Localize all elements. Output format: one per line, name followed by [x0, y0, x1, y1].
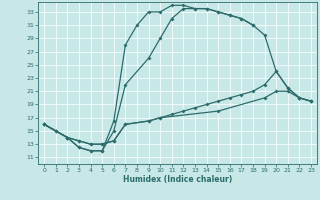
X-axis label: Humidex (Indice chaleur): Humidex (Indice chaleur) [123, 175, 232, 184]
